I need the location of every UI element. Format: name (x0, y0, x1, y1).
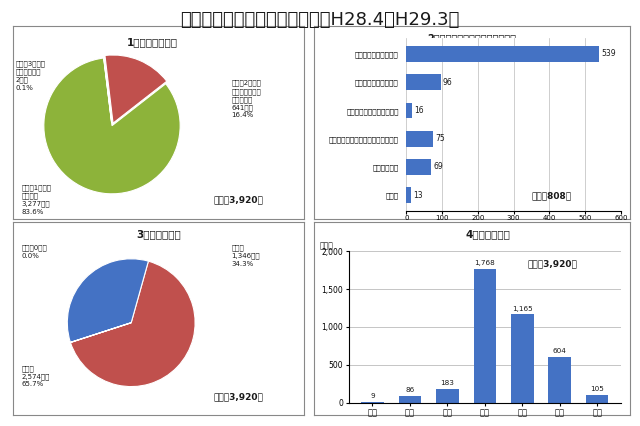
Wedge shape (44, 58, 180, 194)
Bar (511, 314, 534, 403)
Text: 男子、
1,346人、
34.3%: 男子、 1,346人、 34.3% (231, 245, 260, 267)
Bar (406, 187, 411, 203)
Text: 1．レベル別人数: 1．レベル別人数 (127, 37, 178, 47)
Text: 総数：3,920人: 総数：3,920人 (214, 195, 263, 204)
Text: （人）: （人） (320, 241, 334, 250)
Text: 539: 539 (601, 49, 616, 58)
Bar (474, 269, 496, 403)
Bar (361, 402, 383, 403)
Text: （レベル２・３）: （レベル２・３） (451, 57, 493, 66)
Text: 不明、0人、
0.0%: 不明、0人、 0.0% (22, 245, 47, 259)
Text: 96: 96 (443, 78, 452, 87)
Text: 総数：3,920人: 総数：3,920人 (527, 259, 577, 268)
Bar (399, 396, 421, 403)
Text: 604: 604 (553, 348, 566, 354)
Wedge shape (70, 261, 195, 386)
Bar (406, 131, 433, 147)
Wedge shape (70, 323, 131, 343)
Text: 69: 69 (433, 162, 443, 172)
Text: 16: 16 (414, 106, 424, 115)
Text: 75: 75 (435, 134, 445, 143)
Text: レベル1（上記
以外）、
3,277人、
83.6%: レベル1（上記 以外）、 3,277人、 83.6% (22, 184, 52, 215)
Bar (436, 389, 459, 403)
Text: 13: 13 (413, 191, 423, 200)
Text: 86: 86 (405, 387, 415, 394)
Bar (548, 357, 571, 403)
Wedge shape (105, 55, 167, 123)
Text: レベル3（緊急
性が高い）、
2人、
0.1%: レベル3（緊急 性が高い）、 2人、 0.1% (16, 60, 45, 91)
Text: 183: 183 (440, 380, 454, 386)
Wedge shape (104, 55, 111, 123)
Text: 2．特に問題のある書き込み件数: 2．特に問題のある書き込み件数 (428, 33, 516, 43)
Text: レベル2（生徒
指導・削除依頼
が必要）、
641人、
16.4%: レベル2（生徒 指導・削除依頼 が必要）、 641人、 16.4% (231, 80, 261, 118)
Text: ネットパトロールの実施状況（H28.4～H29.3）: ネットパトロールの実施状況（H28.4～H29.3） (180, 11, 460, 29)
Text: 1,165: 1,165 (512, 306, 532, 312)
Bar (586, 394, 609, 403)
Text: 総数：3,920人: 総数：3,920人 (214, 392, 263, 402)
Bar (406, 103, 412, 118)
Text: 総数：808件: 総数：808件 (532, 191, 572, 200)
Bar (406, 75, 441, 90)
Text: （件）: （件） (607, 60, 621, 69)
Bar (406, 159, 431, 175)
Text: 1,768: 1,768 (474, 260, 495, 266)
Bar (406, 46, 599, 62)
Text: 4．学年別人数: 4．学年別人数 (465, 229, 510, 239)
Text: 9: 9 (370, 393, 374, 399)
Text: 3．男女別人数: 3．男女別人数 (136, 229, 180, 239)
Text: 女子、
2,574人、
65.7%: 女子、 2,574人、 65.7% (22, 365, 50, 387)
Wedge shape (67, 259, 148, 343)
Text: 105: 105 (590, 386, 604, 392)
